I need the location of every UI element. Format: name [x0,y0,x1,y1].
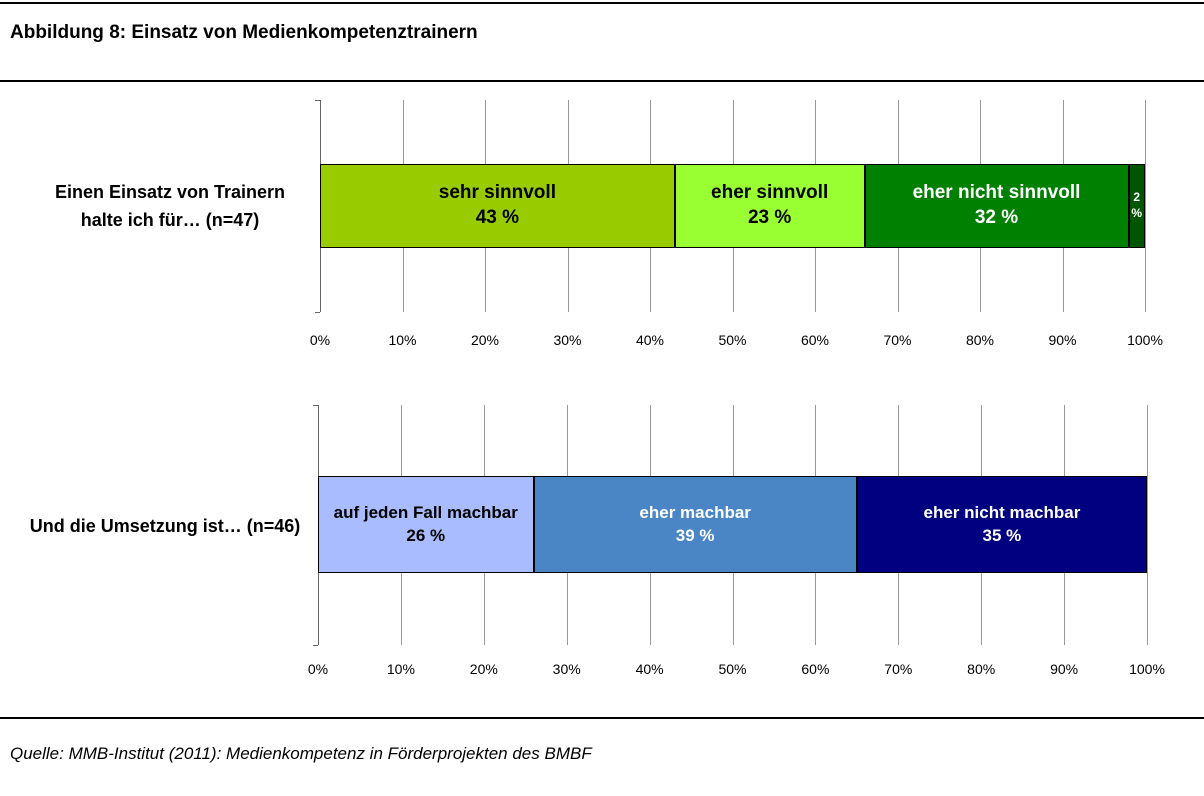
category-label: Einen Einsatz von Trainern halte ich für… [54,182,286,230]
x-tick-label: 70% [883,332,912,348]
x-tick-label: 60% [801,661,830,677]
x-tick-label: 40% [635,332,665,348]
segment-name: eher sinnvoll [711,182,829,204]
x-tick-label: 30% [552,661,581,677]
x-tick-label: 60% [800,332,830,348]
bar-segment: eher nicht sinnvoll 32 % [864,164,1129,248]
x-tick-label: 20% [469,661,498,677]
x-tick-label: 80% [967,661,996,677]
x-tick-label: 0% [307,661,329,677]
x-tick-label: 0% [309,332,331,348]
segment-name: eher nicht machbar [923,503,1081,523]
x-tick-label: 100% [1127,332,1163,348]
x-tick-label: 30% [553,332,582,348]
bar-segment: 2 % [1128,164,1145,248]
bar-segment: eher machbar 39 % [533,476,857,573]
x-tick-label: 50% [718,332,747,348]
bar-segment: eher sinnvoll 23 % [674,164,865,248]
x-tick-label: 90% [1050,661,1079,677]
x-tick-label: 50% [718,661,747,677]
x-tick-label: 100% [1129,661,1165,677]
grid-line [1145,100,1146,312]
axis-tick [315,100,320,101]
value-label: 43 % [475,207,520,228]
value-label: 32 % [974,207,1019,228]
category-label: Und die Umsetzung ist… (n=46) [29,516,301,537]
x-tick-label: 10% [386,661,415,677]
x-tick-label: 20% [470,332,500,348]
x-tick-label: 10% [388,332,417,348]
top-rule [0,2,1204,4]
x-tick-label: 40% [635,661,664,677]
axis-tick [313,405,318,406]
bottom-rule [0,717,1204,719]
segment-name: eher machbar [639,503,751,523]
bar-segment: auf jeden Fall machbar 26 % [318,476,534,573]
figure-title: Abbildung 8: Einsatz von Medienkompetenz… [10,22,478,43]
x-tick-label: 80% [965,332,995,348]
value-label: 39 % [675,525,715,545]
value-label: 26 % [406,525,446,545]
value-label: 35 % [982,525,1022,545]
source-note: Quelle: MMB-Institut (2011): Medienkompe… [10,744,592,763]
title-rule [0,80,1204,82]
bar-segment: eher nicht machbar 35 % [856,476,1147,573]
segment-name: eher nicht sinnvoll [912,182,1081,204]
segment-name: sehr sinnvoll [438,182,556,204]
bar-segment: sehr sinnvoll 43 % [320,164,675,248]
value-label: 2 % [1131,190,1143,220]
x-tick-label: 90% [1048,332,1077,348]
x-tick-label: 70% [884,661,913,677]
segment-name: auf jeden Fall machbar [333,503,518,523]
grid-line [1147,405,1148,645]
value-label: 23 % [747,207,792,228]
axis-tick [313,645,318,646]
axis-tick [315,312,320,313]
